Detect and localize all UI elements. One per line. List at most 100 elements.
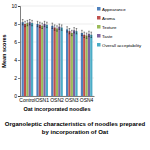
bar bbox=[29, 22, 31, 96]
tick-mark bbox=[18, 78, 20, 79]
tick: 4 bbox=[14, 57, 20, 63]
tick-label: Control bbox=[19, 97, 35, 103]
bar bbox=[88, 34, 90, 96]
error-bar bbox=[37, 21, 39, 26]
bar bbox=[54, 28, 56, 96]
y-axis-title: Mean scores bbox=[1, 34, 7, 67]
error-bar bbox=[31, 20, 33, 25]
tick-label: 0 bbox=[14, 93, 17, 99]
plot-area bbox=[22, 20, 93, 97]
legend-swatch bbox=[97, 34, 101, 38]
tick-label: 4 bbox=[14, 57, 17, 63]
error-bar bbox=[76, 29, 78, 34]
error-bar bbox=[29, 20, 31, 25]
bar bbox=[56, 29, 58, 97]
series bbox=[24, 21, 85, 96]
legend-item: Overall acceptability bbox=[97, 43, 142, 48]
error-bar bbox=[41, 23, 43, 28]
error-bar bbox=[88, 31, 90, 36]
bar bbox=[83, 35, 85, 96]
legend-label: Overall acceptability bbox=[102, 43, 142, 48]
bar bbox=[68, 31, 70, 96]
error-bar bbox=[61, 25, 63, 30]
bar bbox=[36, 24, 38, 96]
bar bbox=[26, 23, 28, 96]
tick: 10 bbox=[11, 3, 20, 9]
error-bar bbox=[52, 23, 54, 28]
bar bbox=[81, 33, 83, 96]
x-axis-title: Oat incorporated noodles bbox=[24, 106, 91, 112]
tick: OSN3 bbox=[65, 96, 79, 103]
error-bar bbox=[71, 30, 73, 35]
tick: 2 bbox=[14, 75, 20, 81]
tick-label: OSN1 bbox=[35, 97, 49, 103]
y-axis: 0 2 4 6 8 10 bbox=[11, 3, 20, 99]
bar bbox=[85, 36, 87, 96]
tick-label: OSN2 bbox=[50, 97, 64, 103]
tick: OSN1 bbox=[35, 96, 49, 103]
tick-mark bbox=[18, 24, 20, 25]
legend: Appearance Aroma Texture Taste Overall accep… bbox=[97, 7, 142, 48]
axis-line bbox=[18, 7, 21, 97]
bar bbox=[51, 26, 53, 96]
title: Organoleptic characteristics of noodles … bbox=[5, 121, 146, 135]
error-bar bbox=[73, 28, 75, 33]
series bbox=[26, 20, 87, 96]
tick-label: OSN4 bbox=[80, 97, 94, 103]
error-bar bbox=[81, 30, 83, 35]
legend-label: Aroma bbox=[102, 16, 115, 21]
error-bar bbox=[56, 26, 58, 31]
tick: OSN4 bbox=[80, 96, 94, 103]
error-bar bbox=[90, 32, 92, 37]
error-bar bbox=[27, 20, 29, 25]
tick: 8 bbox=[14, 21, 20, 27]
legend-item: Texture bbox=[97, 25, 117, 30]
tick-label: 6 bbox=[14, 39, 17, 45]
error-bar bbox=[86, 33, 88, 38]
tick-label: OSN3 bbox=[65, 97, 79, 103]
tick: Control bbox=[19, 96, 35, 103]
legend-item: Aroma bbox=[97, 16, 115, 21]
legend-label: Texture bbox=[102, 25, 117, 30]
grid-line bbox=[20, 6, 94, 7]
bar bbox=[58, 27, 60, 96]
error-bar bbox=[39, 22, 41, 27]
error-bar bbox=[83, 32, 85, 37]
bar bbox=[39, 25, 41, 96]
bar bbox=[41, 26, 43, 96]
legend-swatch bbox=[97, 16, 101, 20]
chart: 0 2 4 6 8 10 ControlOSN1OSN2OSN3OSN4 Oat incorp… bbox=[0, 0, 150, 150]
bar bbox=[24, 24, 26, 96]
error-bar bbox=[46, 22, 48, 27]
bar bbox=[90, 35, 92, 96]
tick-mark bbox=[18, 42, 20, 43]
error-bar bbox=[54, 25, 56, 30]
bar bbox=[75, 31, 77, 96]
series bbox=[29, 20, 90, 97]
legend-swatch bbox=[97, 25, 101, 29]
series bbox=[22, 20, 83, 97]
legend-swatch bbox=[97, 43, 101, 47]
error-bar bbox=[22, 20, 24, 25]
tick-label: 2 bbox=[14, 75, 17, 81]
tick: 6 bbox=[14, 39, 20, 45]
bar bbox=[71, 33, 73, 96]
error-bar bbox=[44, 21, 46, 26]
error-bar bbox=[59, 24, 61, 29]
tick-mark bbox=[18, 6, 20, 7]
bar bbox=[22, 22, 24, 96]
error-bar bbox=[24, 21, 26, 26]
legend-swatch bbox=[97, 7, 101, 11]
legend-label: Appearance bbox=[102, 7, 126, 12]
bar bbox=[43, 24, 45, 96]
legend-item: Taste bbox=[97, 34, 113, 39]
grid bbox=[20, 6, 94, 96]
error-bar bbox=[69, 29, 71, 34]
series bbox=[31, 20, 92, 96]
tick-label: 8 bbox=[14, 21, 17, 27]
error-bar bbox=[66, 27, 68, 32]
x-axis: ControlOSN1OSN2OSN3OSN4 bbox=[19, 96, 94, 103]
bar bbox=[46, 25, 48, 96]
bar bbox=[31, 23, 33, 96]
tick: OSN2 bbox=[50, 96, 64, 103]
